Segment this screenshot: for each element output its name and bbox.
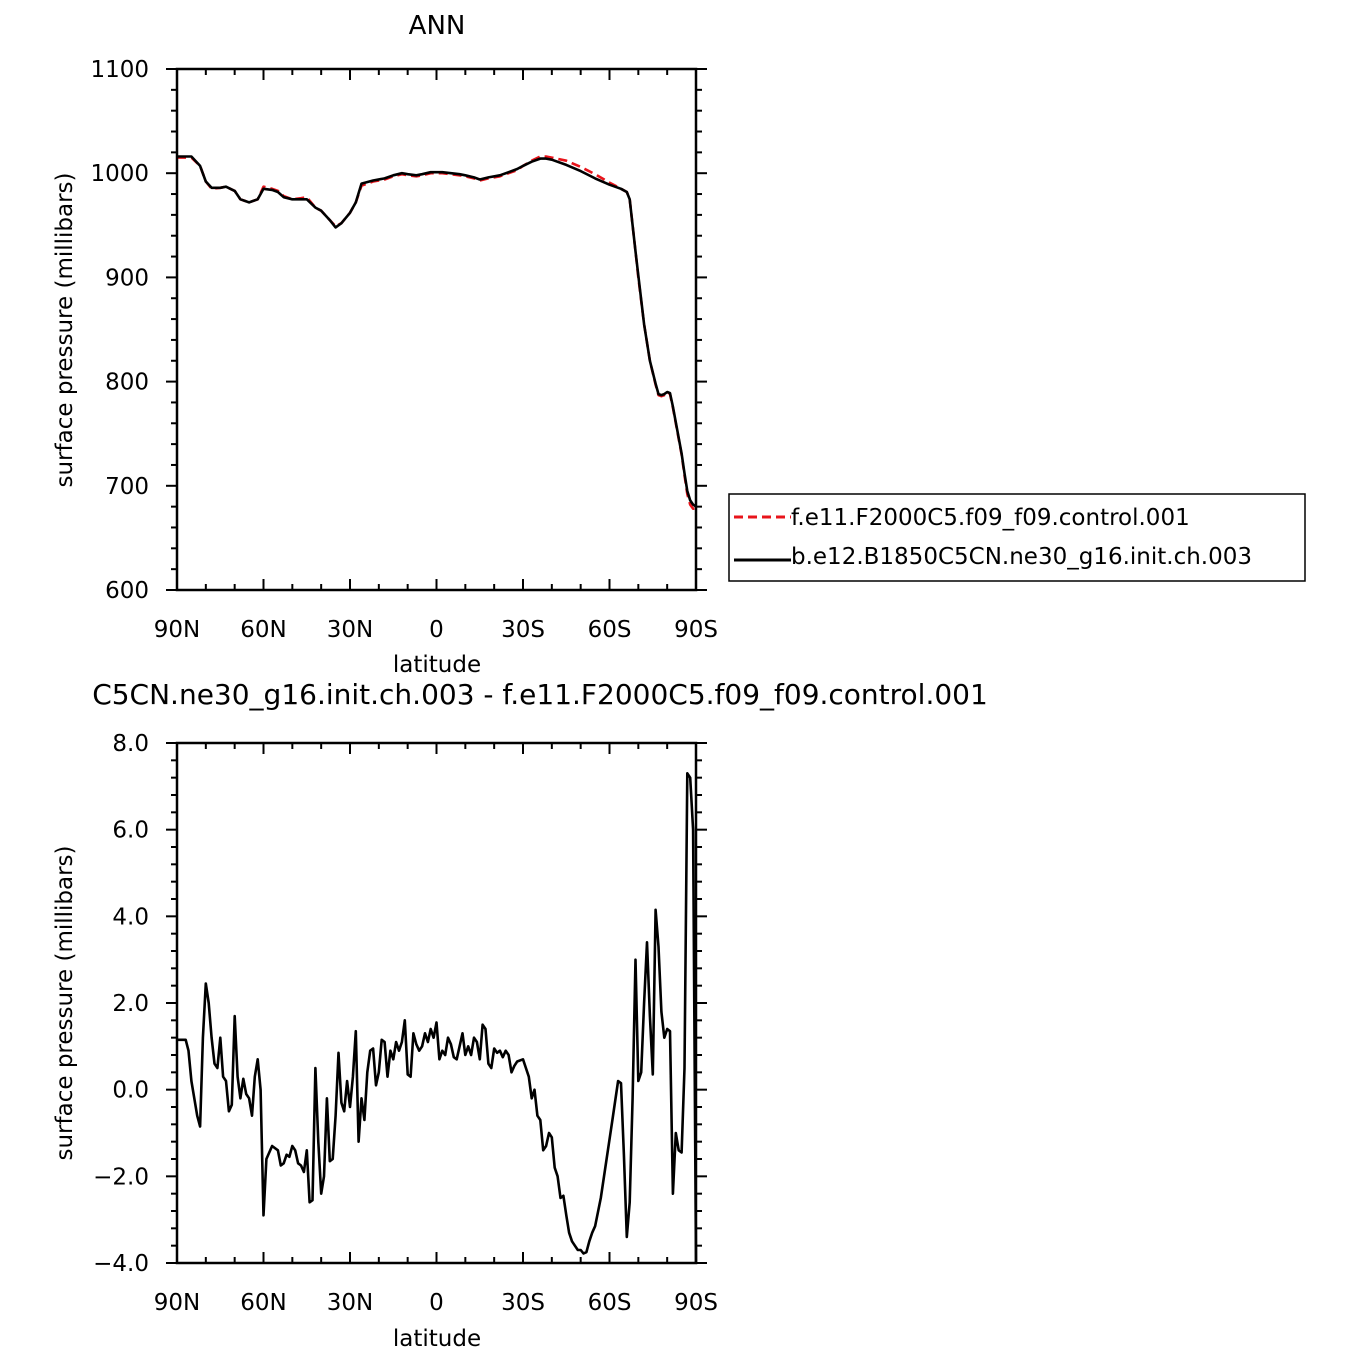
x-tick-label: 90N [154,617,200,643]
y-tick-label: 600 [105,578,149,604]
top-panel-surface-pressure: ANN latitude surface pressure (millibars… [52,11,718,678]
y-tick-label: 8.0 [112,731,149,757]
y-tick-label: 2.0 [112,991,149,1017]
x-tick-label: 60S [588,617,632,643]
plot-frame [175,741,698,1265]
series-line-0 [177,155,696,510]
y-tick-label: −4.0 [93,1251,149,1277]
x-tick-label: 30S [501,1290,545,1316]
series-line-0 [177,772,698,1264]
plot-frame [175,67,698,592]
difference-chart-title: C5CN.ne30_g16.init.ch.003 - f.e11.F2000C… [92,678,988,711]
y-axis-label: surface pressure (millibars) [52,845,78,1160]
x-tick-label: 60N [240,1290,286,1316]
x-tick-label: 90S [674,617,718,643]
y-tick-label: 900 [105,265,149,291]
legend-entry-test: b.e12.B1850C5CN.ne30_g16.init.ch.003 [791,544,1252,570]
y-tick-label: 1000 [90,161,149,187]
x-tick-label: 30N [327,1290,373,1316]
y-tick-label: 6.0 [112,818,149,844]
x-axis-label: latitude [393,652,481,678]
x-tick-label: 90S [674,1290,718,1316]
x-tick-label: 30S [501,617,545,643]
x-tick-label: 30N [327,617,373,643]
x-tick-label: 90N [154,1290,200,1316]
bottom-panel-difference: C5CN.ne30_g16.init.ch.003 - f.e11.F2000C… [52,678,988,1352]
legend-box [728,493,1306,582]
x-tick-label: 60S [588,1290,632,1316]
x-tick-label: 60N [240,617,286,643]
legend: f.e11.F2000C5.f09_f09.control.001 b.e12.… [728,493,1306,582]
y-tick-label: −2.0 [93,1164,149,1190]
x-tick-label: 0 [429,1290,444,1316]
legend-entry-control: f.e11.F2000C5.f09_f09.control.001 [791,505,1190,531]
y-tick-label: 4.0 [112,904,149,930]
series-line-1 [177,155,697,508]
y-axis-label: surface pressure (millibars) [52,172,78,487]
y-tick-label: 800 [105,370,149,396]
x-axis-label: latitude [393,1326,481,1352]
y-tick-label: 0.0 [112,1078,149,1104]
y-tick-label: 700 [105,474,149,500]
x-tick-label: 0 [429,617,444,643]
y-tick-label: 1100 [90,57,149,83]
chart-title: ANN [409,11,466,41]
